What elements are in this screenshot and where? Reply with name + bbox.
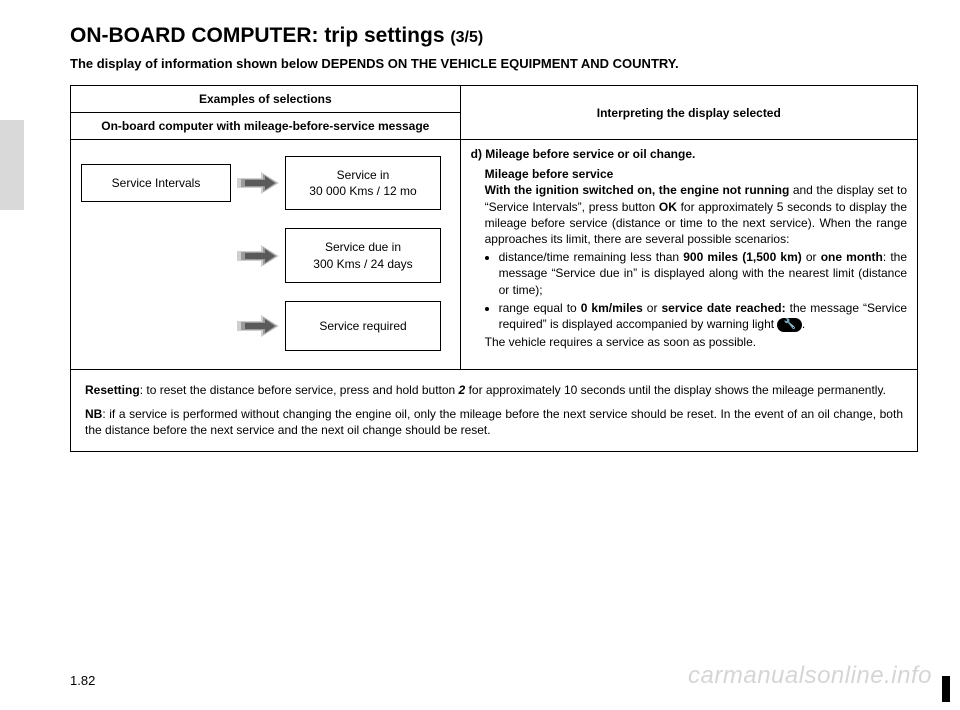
page-number: 1.82 [70,673,95,688]
li2c: or [643,301,662,315]
box3-line1: Service due in [325,240,401,254]
footer-nb: NB: if a service is performed without ch… [85,406,903,438]
interpret-cell: d) Mileage before service or oil change.… [460,140,917,370]
f-r1a: Resetting [85,383,140,397]
interpret-heading: d) Mileage before service or oil change. [471,146,907,162]
box2-line1: Service in [337,168,390,182]
list-item-1: distance/time remaining less than 900 mi… [499,249,907,298]
page-content: ON-BOARD COMPUTER: trip settings (3/5) T… [0,0,960,452]
footer-reset: Resetting: to reset the distance before … [85,382,903,398]
footer-cell: Resetting: to reset the distance before … [71,369,918,451]
corner-mark [942,676,950,702]
title-page-indicator: (3/5) [450,29,483,46]
li1a: distance/time remaining less than [499,250,684,264]
example-row-2: Service due in 300 Kms / 24 days [81,228,450,282]
arrow-icon [237,315,279,337]
box-service-due: Service due in 300 Kms / 24 days [285,228,441,282]
interpret-p1: With the ignition switched on, the engin… [485,182,907,247]
header-interpreting: Interpreting the display selected [460,86,917,140]
examples-cell: Service Intervals Service in 30 000 Kms … [71,140,461,370]
interpret-sub: Mileage before service [471,166,907,182]
subheading: The display of information shown below D… [70,56,918,71]
f-r1d: for approximately 10 seconds until the d… [465,383,886,397]
box-service-in: Service in 30 000 Kms / 12 mo [285,156,441,210]
li2b: 0 km/miles [581,301,643,315]
p1-ok: OK [659,200,677,214]
wrench-icon: 🔧 [777,318,801,332]
watermark: carmanualsonline.info [688,662,932,690]
header-examples: Examples of selections [71,86,461,113]
li2d: service date reached: [661,301,785,315]
list-item-2: range equal to 0 km/miles or service dat… [499,300,907,332]
f-r2a: NB [85,407,102,421]
arrow-icon [237,172,279,194]
title-text: ON-BOARD COMPUTER: trip settings [70,24,450,47]
interpret-p2: The vehicle requires a service as soon a… [485,334,907,350]
li1b: 900 miles (1,500 km) [683,250,802,264]
li1d: one month [821,250,883,264]
li2a: range equal to [499,301,581,315]
f-r1b: : to reset the distance before service, … [140,383,459,397]
li1c: or [802,250,821,264]
li2f: . [802,317,805,331]
box-service-intervals: Service Intervals [81,164,231,202]
example-row-3: Service required [81,301,450,351]
header-onboard: On-board computer with mileage-before-se… [71,113,461,140]
example-row-1: Service Intervals Service in 30 000 Kms … [81,156,450,210]
page-title: ON-BOARD COMPUTER: trip settings (3/5) [70,24,918,48]
side-tab [0,120,24,210]
box2-line2: 30 000 Kms / 12 mo [309,184,416,198]
box3-line2: 300 Kms / 24 days [313,257,412,271]
arrow-icon [237,245,279,267]
settings-table: Examples of selections Interpreting the … [70,85,918,452]
box-service-required: Service required [285,301,441,351]
interpret-list: distance/time remaining less than 900 mi… [485,249,907,332]
p1-bold1: With the ignition switched on, the engin… [485,183,790,197]
f-r2b: : if a service is performed without chan… [85,407,903,437]
